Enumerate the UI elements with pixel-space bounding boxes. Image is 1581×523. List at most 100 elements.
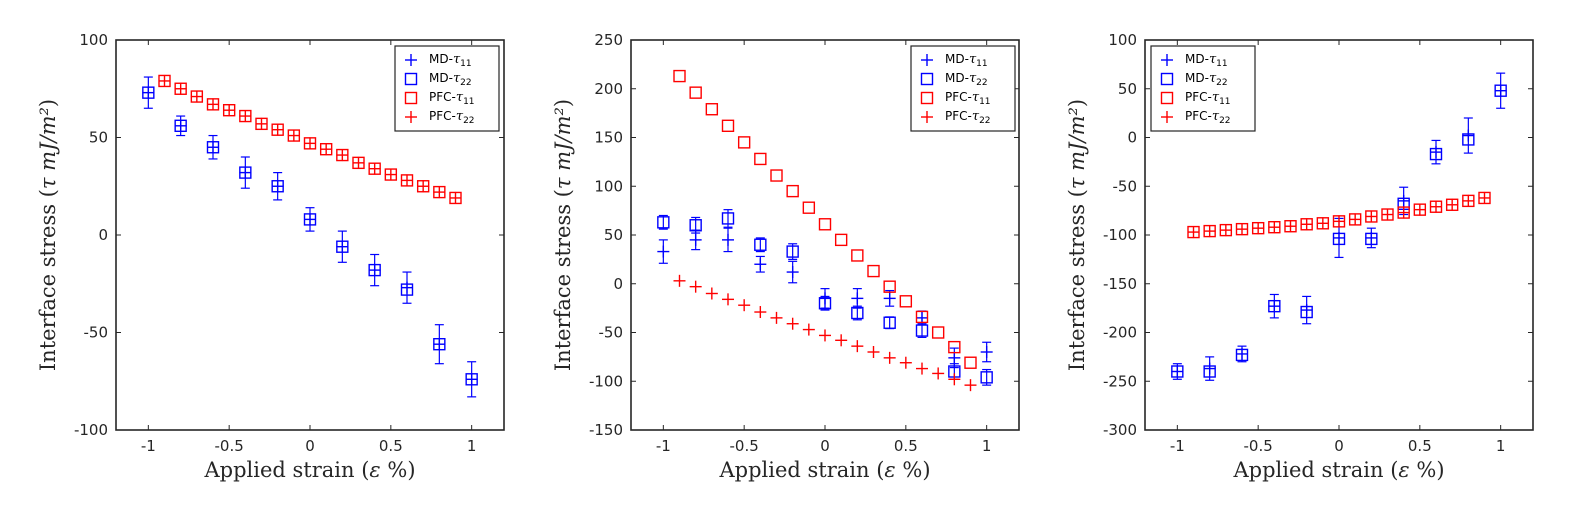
x-tick-label: 1 <box>982 437 992 455</box>
axes-box <box>115 39 505 431</box>
legend-label-2: PFC-τ11 <box>1185 90 1231 107</box>
error-bar <box>852 305 862 321</box>
y-tick-label: 150 <box>594 129 623 147</box>
x-tick-label: 0 <box>305 437 315 455</box>
chart-panel-right: -1 -0.5 0 0.5 1 -300 -250 -200 -150 -100 -50 0 50 100… <box>1065 31 1534 482</box>
data-point <box>883 280 896 293</box>
legend-marker <box>920 91 934 105</box>
legend-label-1: MD-τ22 <box>945 71 988 88</box>
data-point <box>384 168 397 181</box>
data-point <box>915 310 929 324</box>
legend-marker <box>404 91 418 105</box>
data-point <box>174 119 187 133</box>
data-point <box>239 110 252 123</box>
data-point <box>786 317 799 330</box>
legend-label-0: MD-τ11 <box>945 52 988 69</box>
data-point <box>689 219 702 232</box>
data-point <box>851 306 864 320</box>
data-point <box>689 233 702 246</box>
y-tick-label: 250 <box>594 31 623 49</box>
error-bar <box>917 323 927 338</box>
data-point <box>465 373 478 386</box>
data-point <box>673 274 686 287</box>
x-tick-label: 0 <box>820 437 830 455</box>
data-point <box>1494 84 1507 97</box>
data-point <box>980 346 993 358</box>
data-point <box>190 90 203 103</box>
data-point <box>883 351 896 364</box>
legend: MD-τ11 MD-τ22 PFC-τ11 PFC-τ22 <box>1150 45 1256 132</box>
data-point <box>1187 226 1200 239</box>
data-point <box>207 141 219 154</box>
x-tick-label: -0.5 <box>1244 437 1273 455</box>
data-point <box>931 326 945 339</box>
legend-marker <box>405 111 417 123</box>
series-MD-τ11 <box>142 76 478 398</box>
data-point <box>1365 232 1378 246</box>
x-axis-title: Applied strain (ε %) <box>718 458 930 482</box>
error-bar <box>820 295 830 311</box>
data-point <box>239 166 252 179</box>
data-point <box>657 245 670 258</box>
data-point <box>400 283 414 296</box>
data-point <box>1413 203 1426 216</box>
data-point <box>883 292 896 305</box>
data-point <box>1349 213 1362 226</box>
data-point <box>705 287 718 300</box>
data-point <box>834 233 848 247</box>
data-point <box>802 201 816 214</box>
y-tick-label: 50 <box>604 226 623 244</box>
data-point <box>1300 305 1313 319</box>
data-point <box>818 297 832 310</box>
data-point <box>1316 217 1329 230</box>
legend-marker <box>920 72 934 86</box>
data-point <box>271 180 284 193</box>
data-point <box>174 82 187 95</box>
chart-panel-left: -1 -0.5 0 0.5 1 -100 -50 0 50 100 MD-τ11 MD-τ22 PFC-… <box>36 31 505 482</box>
data-point <box>851 340 864 353</box>
data-point <box>786 266 799 279</box>
legend-label-1: MD-τ22 <box>429 71 472 88</box>
data-point <box>433 186 446 199</box>
legend-marker <box>1161 54 1173 66</box>
data-point <box>705 103 719 116</box>
data-point <box>1430 200 1442 213</box>
data-point <box>1203 225 1216 238</box>
x-tick-label: -1 <box>1170 437 1185 455</box>
y-axis-title: Interface stress (τ mJ/m²) <box>1065 99 1089 371</box>
data-point <box>336 240 349 253</box>
legend: MD-τ11 MD-τ22 PFC-τ11 PFC-τ22 <box>910 45 1016 132</box>
x-tick-label: 0.5 <box>1408 437 1432 455</box>
data-point <box>867 264 880 278</box>
legend: MD-τ11 MD-τ22 PFC-τ11 PFC-τ22 <box>394 45 500 132</box>
axes-box <box>630 39 1020 431</box>
y-tick-label: 0 <box>613 275 623 293</box>
data-point <box>352 156 365 169</box>
y-tick-label: -300 <box>1103 421 1137 439</box>
data-point <box>304 213 316 226</box>
data-point <box>1171 365 1184 378</box>
legend-label-2: PFC-τ11 <box>429 90 475 107</box>
y-axis-title: Interface stress (τ mJ/m²) <box>551 99 575 371</box>
legend-marker <box>921 111 933 123</box>
data-point <box>336 149 349 162</box>
error-bar <box>755 237 765 253</box>
axes-box <box>1144 39 1534 431</box>
x-tick-label: 0 <box>1334 437 1344 455</box>
series-PFC-τ22 <box>158 74 462 204</box>
y-tick-label: 100 <box>1108 31 1137 49</box>
data-point <box>802 323 815 336</box>
y-tick-label: -150 <box>589 421 623 439</box>
data-point <box>1462 133 1475 146</box>
data-point <box>433 338 446 351</box>
data-point <box>851 292 864 305</box>
data-point <box>1462 194 1475 207</box>
y-tick-label: 50 <box>89 129 108 147</box>
data-point <box>255 117 268 130</box>
data-point <box>819 329 831 342</box>
data-point <box>948 373 961 386</box>
y-tick-label: 100 <box>79 31 108 49</box>
data-point <box>304 137 316 150</box>
x-tick-label: -0.5 <box>730 437 759 455</box>
